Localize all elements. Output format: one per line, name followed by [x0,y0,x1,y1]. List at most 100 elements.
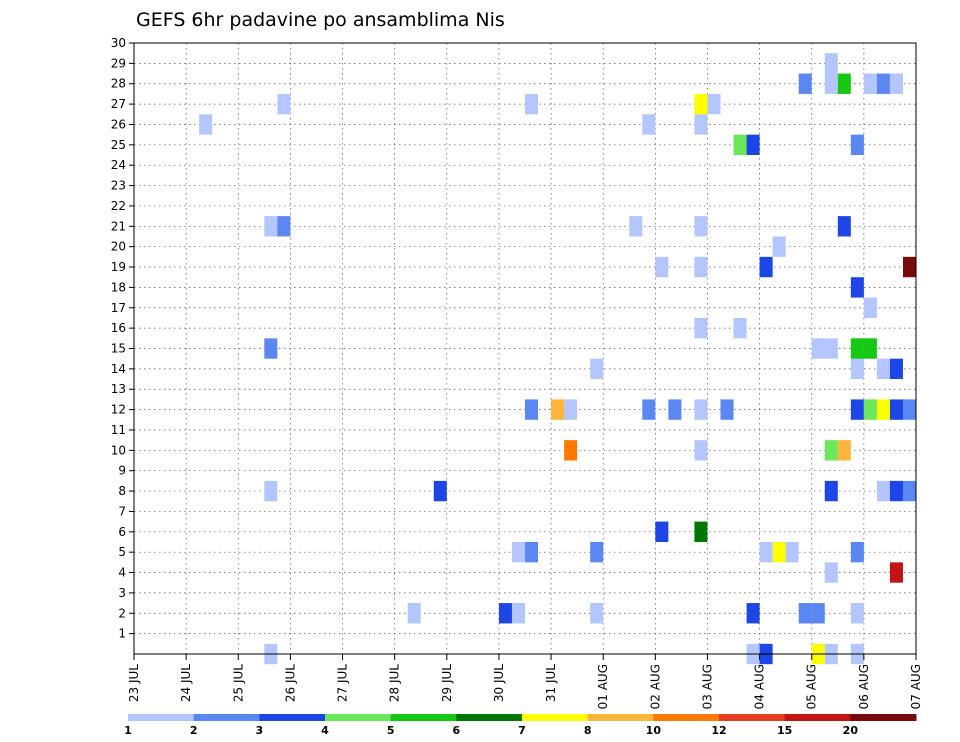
legend-swatch [850,714,917,721]
x-tick-label: 04 AUG [753,664,767,709]
x-tick-label: 29 JUL [440,664,454,702]
y-tick-label: 8 [118,484,126,498]
precip-cell [863,399,877,420]
legend-label: 5 [387,724,395,737]
precip-cell [655,521,669,542]
y-tick-label: 9 [118,464,126,478]
precip-cell [694,399,708,420]
precip-cell [277,93,291,115]
y-tick-label: 3 [118,586,126,600]
precip-cell [733,317,747,339]
color-legend: 1 2 3 4 5 6 7 8 10 12 15 20 [124,714,917,737]
y-tick-label: 10 [111,443,126,457]
y-tick-label: 13 [111,382,126,396]
legend-label: 8 [584,724,592,737]
y-tick-label: 2 [118,606,126,620]
precip-cell [785,541,799,563]
y-tick-label: 20 [111,240,126,254]
precip-cell [746,134,760,156]
precip-cell [525,541,539,563]
y-tick-label: 14 [111,362,126,376]
legend-swatch [259,714,326,721]
precip-cell [498,603,512,624]
precip-cell [694,93,708,115]
legend-label: 1 [124,724,132,737]
precip-cell [876,73,890,94]
legend-label: 6 [453,724,461,737]
precip-cell [889,562,903,583]
y-tick-label: 22 [111,199,126,213]
precip-cell [694,256,708,278]
precip-cell [876,358,890,380]
x-tick-label: 07 AUG [909,664,923,709]
precip-cell [655,256,669,278]
y-axis-ticks: 1234567891011121314151617181920212223242… [111,36,134,641]
precip-cell [772,541,786,563]
y-tick-label: 19 [111,260,126,274]
x-tick-label: 25 JUL [231,664,245,702]
precip-cell [525,93,539,115]
x-tick-label: 23 JUL [127,664,141,702]
x-axis-ticks: 23 JUL 24 JUL 25 JUL 26 JUL 27 JUL 28 JUL 29 J… [127,654,923,709]
precip-cells [199,53,916,665]
precip-cell [264,480,278,502]
precip-cell [668,399,682,420]
precip-cell [564,399,578,420]
precip-cell [433,480,447,502]
legend-label: 12 [711,724,726,737]
y-tick-label: 29 [111,56,126,70]
precip-cell [694,114,708,135]
y-tick-label: 25 [111,138,126,152]
precip-cell [876,399,890,420]
precip-cell [798,73,812,94]
precip-cell [837,216,851,237]
precip-cell [850,338,864,359]
x-tick-label: 27 JUL [336,664,350,702]
precip-cell [876,480,890,502]
y-tick-label: 17 [111,301,126,315]
y-tick-label: 6 [118,525,126,539]
y-tick-label: 15 [111,342,126,356]
legend-label: 7 [518,724,526,737]
precip-cell [863,338,877,359]
x-tick-label: 26 JUL [283,664,297,702]
y-tick-label: 23 [111,179,126,193]
precip-cell [824,338,838,359]
y-tick-label: 18 [111,280,126,294]
x-tick-label: 05 AUG [805,664,819,709]
legend-swatch [390,714,457,721]
x-tick-label: 01 AUG [596,664,610,709]
y-tick-label: 24 [111,158,126,172]
precip-cell [889,73,903,94]
y-tick-label: 16 [111,321,126,335]
precip-cell [902,399,916,420]
precip-cell [850,358,864,380]
precip-cell [694,521,708,542]
precip-cell [811,338,825,359]
precip-cell [850,277,864,298]
precip-cell [642,399,656,420]
x-tick-label: 24 JUL [179,664,193,702]
precip-cell [407,603,421,624]
precip-cell [759,541,773,563]
legend-label: 15 [777,724,792,737]
legend-swatch [325,714,392,721]
x-tick-label: 28 JUL [388,664,402,702]
precip-cell [889,399,903,420]
precip-cell [277,216,291,237]
y-tick-label: 7 [118,504,126,518]
legend-swatch [587,714,654,721]
precip-cell [889,358,903,380]
x-tick-label: 06 AUG [857,664,871,709]
y-tick-label: 28 [111,77,126,91]
y-tick-label: 21 [111,219,126,233]
precip-cell [199,114,213,135]
precip-cell [746,603,760,624]
precip-cell [525,399,539,420]
precip-cell [759,256,773,278]
precip-cell [264,338,278,359]
y-tick-label: 12 [111,403,126,417]
y-tick-label: 26 [111,117,126,131]
y-tick-label: 4 [118,566,126,580]
